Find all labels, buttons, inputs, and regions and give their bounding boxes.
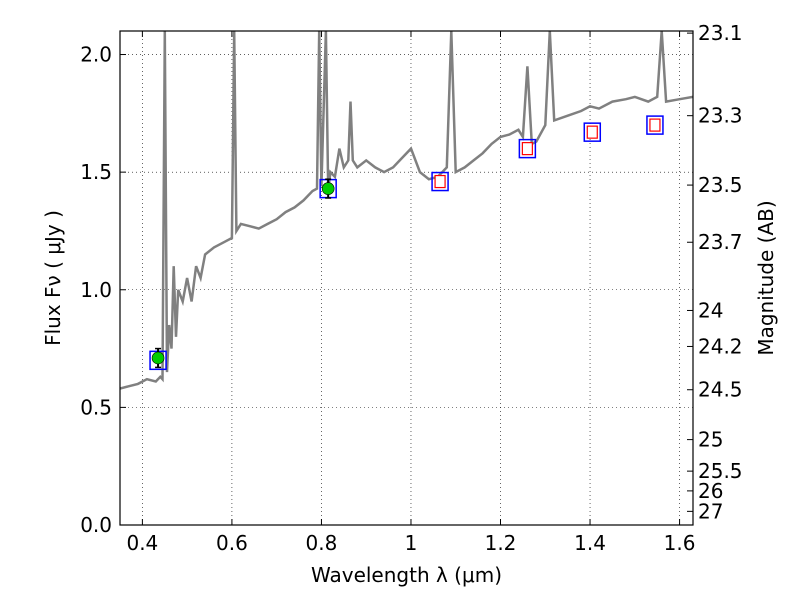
right-tick-label: 25.5 [698,459,743,483]
x-tick-label: 1.2 [485,531,517,555]
photometry-point [151,351,165,365]
model-flux-box [583,122,602,142]
photometry-point [649,118,661,132]
x-tick-label: 0.4 [126,531,158,555]
right-tick-label: 27 [698,499,723,523]
photometry-point [521,142,533,156]
right-tick-label: 23.7 [698,230,743,254]
photometry-point [434,174,446,189]
y-tick-label: 1.5 [80,160,112,184]
right-tick-label: 26 [698,479,723,503]
right-tick-label: 23.5 [698,173,743,197]
plot-frame [119,30,694,526]
right-tick-label: 24.2 [698,334,743,358]
right-tick-label: 23.3 [698,104,743,128]
x-tick-label: 1.6 [664,531,696,555]
model-flux-box [518,138,537,159]
model-spectrum-line [120,31,693,390]
photometry-points [149,115,664,371]
right-axis-label: Magnitude (AB) [754,200,778,355]
right-tick-label: 24 [698,298,723,322]
y-tick-label: 2.0 [80,43,112,67]
x-tick-label: 0.6 [216,531,248,555]
model-spectrum [120,31,693,390]
x-axis-label: Wavelength λ (μm) [311,563,502,587]
x-tick-label: 1 [405,531,418,555]
right-tick-label: 24.5 [698,378,743,402]
axis-ticks: 0.4 0.6 0.8 1 1.2 1.4 1.6 0.0 0.5 1.0 1.5 2.0 23.1 23… [80,21,742,555]
right-tick-label: 25 [698,428,723,452]
y-tick-label: 0.0 [80,513,112,537]
photometry-point [321,182,335,195]
model-flux-box [431,171,449,192]
photometry-point [586,125,598,139]
model-flux-box [646,115,664,135]
x-tick-label: 0.8 [306,531,338,555]
right-tick-label: 23.1 [698,21,743,45]
x-tick-label: 1.4 [574,531,606,555]
y-tick-label: 1.0 [80,278,112,302]
y-tick-label: 0.5 [80,395,112,419]
y-axis-label: Flux Fν ( μJy ) [41,210,65,346]
